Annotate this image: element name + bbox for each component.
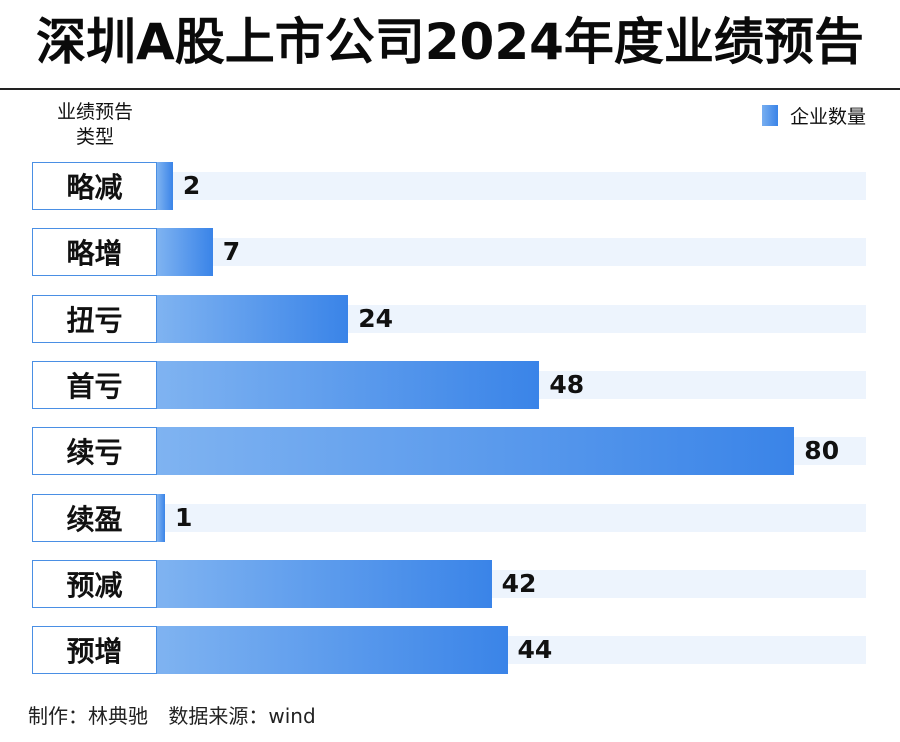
bar-row: 预减 42 <box>0 560 900 608</box>
legend-label: 企业数量 <box>789 105 866 128</box>
bar-row: 预增 44 <box>0 626 900 674</box>
value-label: 44 <box>517 635 553 664</box>
legend: 企业数量 <box>761 103 866 128</box>
bar-track <box>157 238 866 266</box>
value-label: 42 <box>501 569 537 598</box>
y-axis-title-line1: 业绩预告 <box>56 101 133 123</box>
bar-track <box>157 504 866 532</box>
category-label: 续盈 <box>32 494 157 542</box>
bar <box>157 162 173 210</box>
footer: 制作：林典驰 数据来源：wind <box>28 700 330 729</box>
category-label: 扭亏 <box>32 295 157 343</box>
bar <box>157 295 349 343</box>
bar-row: 略增 7 <box>0 228 900 276</box>
y-axis-title: 业绩预告 类型 <box>40 100 150 150</box>
category-label: 首亏 <box>32 361 157 409</box>
title-divider <box>0 88 900 90</box>
bar-track <box>157 172 866 200</box>
bar <box>157 228 213 276</box>
bar-row: 首亏 48 <box>0 361 900 409</box>
value-label: 2 <box>182 171 201 200</box>
bar <box>157 626 508 674</box>
value-label: 48 <box>549 370 585 399</box>
legend-swatch <box>761 104 778 126</box>
category-label: 略减 <box>32 162 157 210</box>
bar <box>157 560 492 608</box>
footer-source: 数据来源：wind <box>168 704 316 728</box>
category-label: 预减 <box>32 560 157 608</box>
value-label: 1 <box>174 503 193 532</box>
y-axis-title-line2: 类型 <box>75 126 114 148</box>
category-label: 预增 <box>32 626 157 674</box>
chart-title: 深圳A股上市公司2024年度业绩预告 <box>36 13 864 71</box>
bar <box>157 494 165 542</box>
footer-author: 制作：林典驰 <box>28 704 148 728</box>
bar-row: 续亏 80 <box>0 427 900 475</box>
value-label: 7 <box>222 237 241 266</box>
category-label: 续亏 <box>32 427 157 475</box>
value-label: 24 <box>358 304 393 333</box>
bar-row: 扭亏 24 <box>0 295 900 343</box>
value-label: 80 <box>804 436 840 465</box>
bar-row: 续盈 1 <box>0 494 900 542</box>
bar <box>157 427 795 475</box>
bar <box>157 361 540 409</box>
bar-row: 略减 2 <box>0 162 900 210</box>
category-label: 略增 <box>32 228 157 276</box>
